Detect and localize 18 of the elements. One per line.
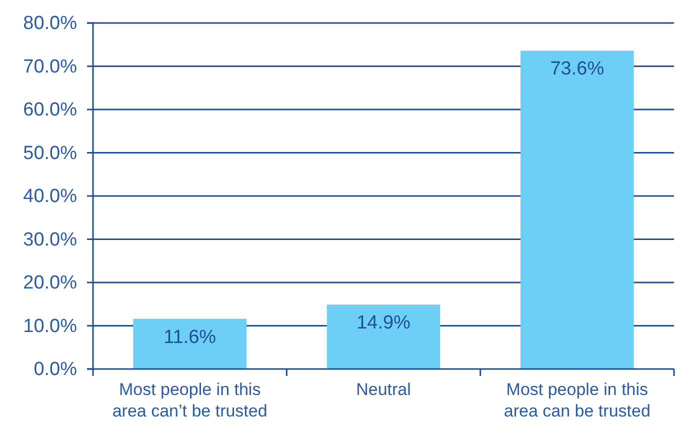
x-tick-label: Most people in this area can be trusted xyxy=(504,380,650,420)
y-tick-label: 80.0% xyxy=(23,13,78,34)
bar xyxy=(326,304,440,369)
x-tick-label: Most people in this area can’t be trusted xyxy=(112,380,268,420)
bar xyxy=(520,50,634,369)
y-tick-label: 50.0% xyxy=(23,142,78,164)
data-label: 14.9% xyxy=(356,312,411,334)
bar xyxy=(133,318,246,369)
y-tick-label: 20.0% xyxy=(23,272,78,294)
y-tick-label: 60.0% xyxy=(23,100,78,121)
y-tick-label: 10.0% xyxy=(23,316,78,337)
x-tick-label: Neutral xyxy=(356,380,411,399)
data-label: 73.6% xyxy=(550,58,604,80)
y-tick-label: 70.0% xyxy=(23,56,78,78)
data-label: 11.6% xyxy=(164,326,216,348)
y-tick-label: 30.0% xyxy=(23,229,78,250)
y-tick-label: 0.0% xyxy=(34,359,78,380)
y-tick-label: 40.0% xyxy=(23,186,78,208)
